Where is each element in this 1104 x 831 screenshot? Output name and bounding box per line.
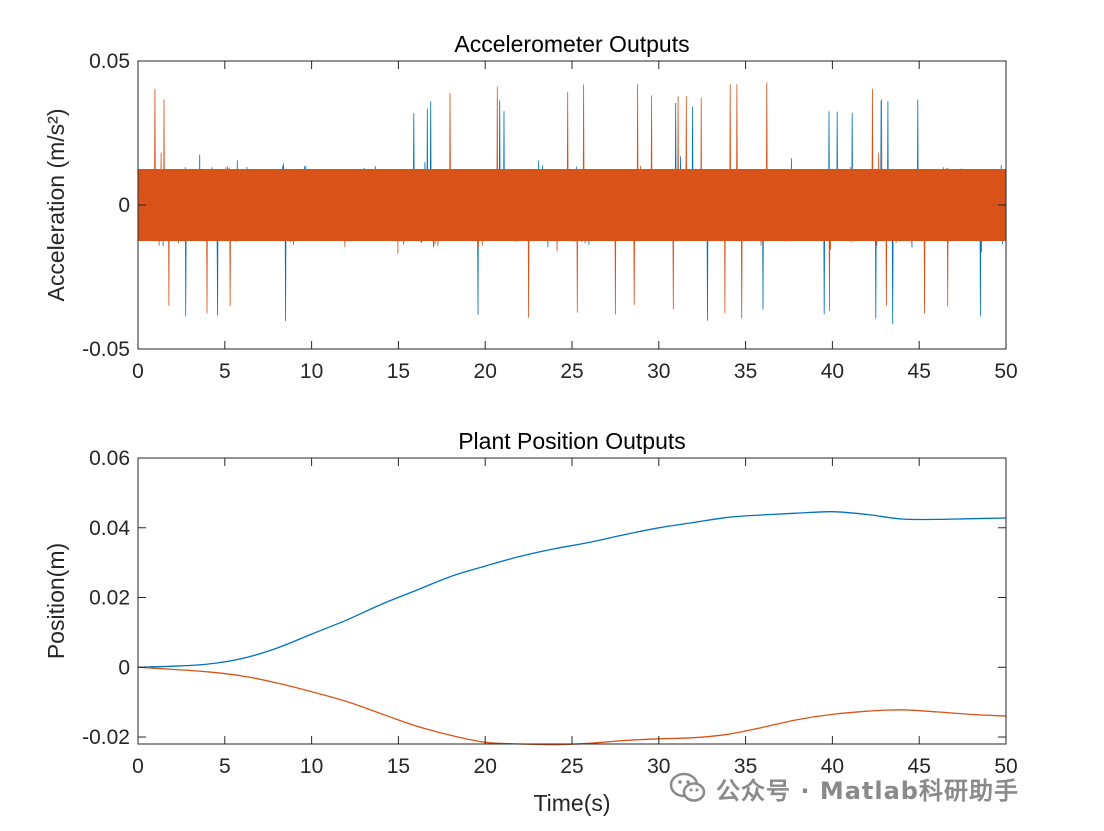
position-xtick-label: 35 [734, 755, 757, 778]
accelerometer-xtick-label: 15 [387, 360, 410, 383]
accelerometer-xtick-label: 10 [300, 360, 323, 383]
accelerometer-xtick-label: 20 [474, 360, 497, 383]
watermark-text: 公众号 · Matlab科研助手 [716, 776, 1019, 805]
position-ytick-label: -0.02 [82, 726, 130, 749]
position-ytick-label: 0.06 [89, 447, 130, 470]
position-ytick-label: 0.04 [89, 517, 130, 540]
accelerometer-xtick-label: 50 [994, 360, 1017, 383]
position-xtick-label: 15 [387, 755, 410, 778]
position-title: Plant Position Outputs [458, 428, 686, 454]
position-xtick-label: 5 [219, 755, 231, 778]
position-ytick-label: 0 [118, 656, 130, 679]
position-xtick-label: 10 [300, 755, 323, 778]
position-xtick-label: 30 [647, 755, 670, 778]
position-xtick-label: 20 [474, 755, 497, 778]
position-ylabel: Position(m) [43, 543, 69, 659]
accelerometer-ylabel: Acceleration (m/s²) [43, 109, 69, 302]
accelerometer-axes-box [137, 60, 1007, 350]
accelerometer-xtick-label: 0 [132, 360, 144, 383]
watermark: 公众号 · Matlab科研助手 [668, 768, 1019, 808]
position-axes-box [137, 457, 1007, 745]
position-series-1-line [137, 511, 1007, 668]
position-xtick-label: 50 [994, 755, 1017, 778]
position-xtick-label: 25 [560, 755, 583, 778]
accelerometer-xtick-label: 25 [560, 360, 583, 383]
position-xtick-label: 40 [821, 755, 844, 778]
accelerometer-xtick-label: 45 [908, 360, 931, 383]
accelerometer-series-2-line [137, 82, 1007, 319]
wechat-icon [669, 772, 706, 802]
position-xtick-label: 0 [132, 755, 144, 778]
accelerometer-ytick-label: -0.05 [82, 338, 130, 361]
accelerometer-xtick-label: 30 [647, 360, 670, 383]
accelerometer-ytick-label: 0.05 [89, 50, 130, 73]
position-xlabel: Time(s) [533, 790, 610, 816]
accelerometer-xtick-label: 35 [734, 360, 757, 383]
position-xtick-label: 45 [908, 755, 931, 778]
accelerometer-xtick-label: 40 [821, 360, 844, 383]
accelerometer-title: Accelerometer Outputs [454, 31, 689, 57]
accelerometer-ytick-label: 0 [118, 194, 130, 217]
accelerometer-xtick-label: 5 [219, 360, 231, 383]
position-ytick-label: 0.02 [89, 587, 130, 610]
